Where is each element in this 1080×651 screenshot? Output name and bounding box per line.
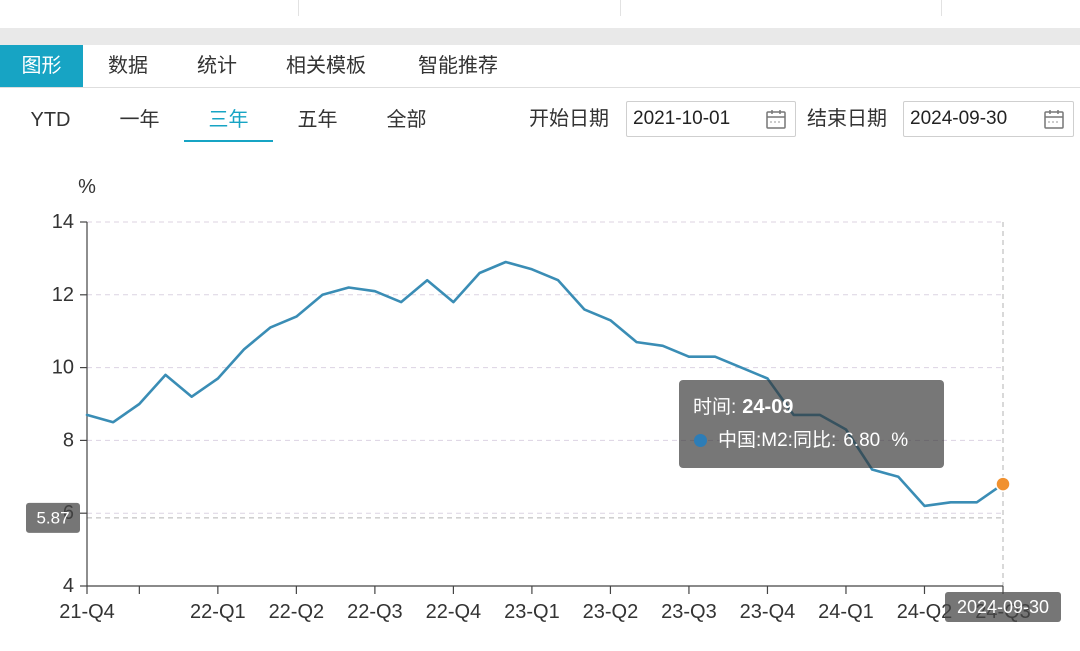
calendar-icon[interactable] — [765, 108, 787, 130]
series-marker-dot-icon — [694, 434, 707, 447]
y-pointer-label: 5.87 — [36, 508, 69, 527]
y-tick-label: 10 — [52, 357, 74, 379]
x-pointer-label: 2024-09-30 — [957, 597, 1049, 617]
tab-statistics[interactable]: 统计 — [197, 55, 237, 77]
table-cell-divider — [298, 0, 299, 16]
x-tick-label: 24-Q2 — [897, 601, 953, 623]
table-cell-divider — [941, 0, 942, 16]
tab-smart-recommend[interactable]: 智能推荐 — [418, 55, 498, 77]
calendar-icon[interactable] — [1043, 108, 1065, 130]
section-separator — [0, 28, 1080, 45]
range-button-1y[interactable]: 一年 — [119, 109, 160, 131]
x-tick-label: 22-Q2 — [269, 601, 325, 623]
x-tick-label: 22-Q4 — [426, 601, 482, 623]
end-date-picker[interactable] — [903, 101, 1074, 137]
range-button-5y[interactable]: 五年 — [297, 109, 338, 131]
x-tick-label: 23-Q3 — [661, 601, 717, 623]
end-date-input[interactable] — [904, 102, 1036, 136]
x-pointer-label-box — [945, 592, 1061, 622]
top-table-strip — [0, 0, 1080, 28]
start-date-label: 开始日期 — [529, 108, 609, 130]
x-tick-label: 23-Q1 — [504, 601, 560, 623]
x-tick-label: 22-Q3 — [347, 601, 403, 623]
table-cell-divider — [620, 0, 621, 16]
end-date-label: 结束日期 — [807, 108, 887, 130]
tab-data[interactable]: 数据 — [108, 55, 148, 77]
chart-tooltip: 时间: 24-09 中国:M2:同比: 6.80% — [679, 380, 944, 468]
tooltip-value: 6.80 — [843, 430, 881, 451]
x-tick-label: 22-Q1 — [190, 601, 246, 623]
line-chart: 468101214%21-Q422-Q122-Q222-Q322-Q423-Q1… — [26, 176, 1061, 623]
highlight-point — [995, 476, 1011, 492]
tooltip-time-value: 24-09 — [742, 396, 794, 418]
tooltip-value-row: 中国:M2:同比: 6.80% — [693, 428, 930, 454]
y-tick-label: 14 — [52, 211, 74, 233]
tab-chart[interactable]: 图形 — [0, 45, 83, 87]
start-date-input[interactable] — [627, 102, 759, 136]
x-tick-label: 23-Q2 — [583, 601, 639, 623]
tooltip-time-row: 时间: 24-09 — [693, 394, 930, 420]
view-tab-bar: 图形 数据 统计 相关模板 智能推荐 — [0, 45, 1080, 88]
y-pointer-label-box — [26, 502, 80, 533]
time-range-selector: YTD 一年 三年 五年 全部 — [6, 100, 451, 142]
y-tick-label: 12 — [52, 284, 74, 306]
range-button-ytd[interactable]: YTD — [30, 109, 71, 131]
range-button-all[interactable]: 全部 — [386, 109, 427, 131]
x-tick-label: 21-Q4 — [59, 601, 115, 623]
y-tick-label: 8 — [63, 429, 74, 451]
tooltip-series-label: 中国:M2:同比: — [718, 430, 837, 451]
tooltip-unit: % — [891, 430, 909, 451]
y-axis-unit-label: % — [78, 176, 96, 198]
range-button-3y[interactable]: 三年 — [184, 100, 273, 142]
y-tick-label: 4 — [63, 575, 74, 597]
start-date-picker[interactable] — [626, 101, 796, 137]
x-tick-label: 23-Q4 — [740, 601, 796, 623]
x-tick-label: 24-Q1 — [818, 601, 874, 623]
tooltip-time-label: 时间: — [693, 397, 737, 418]
tab-related-templates[interactable]: 相关模板 — [286, 55, 366, 77]
